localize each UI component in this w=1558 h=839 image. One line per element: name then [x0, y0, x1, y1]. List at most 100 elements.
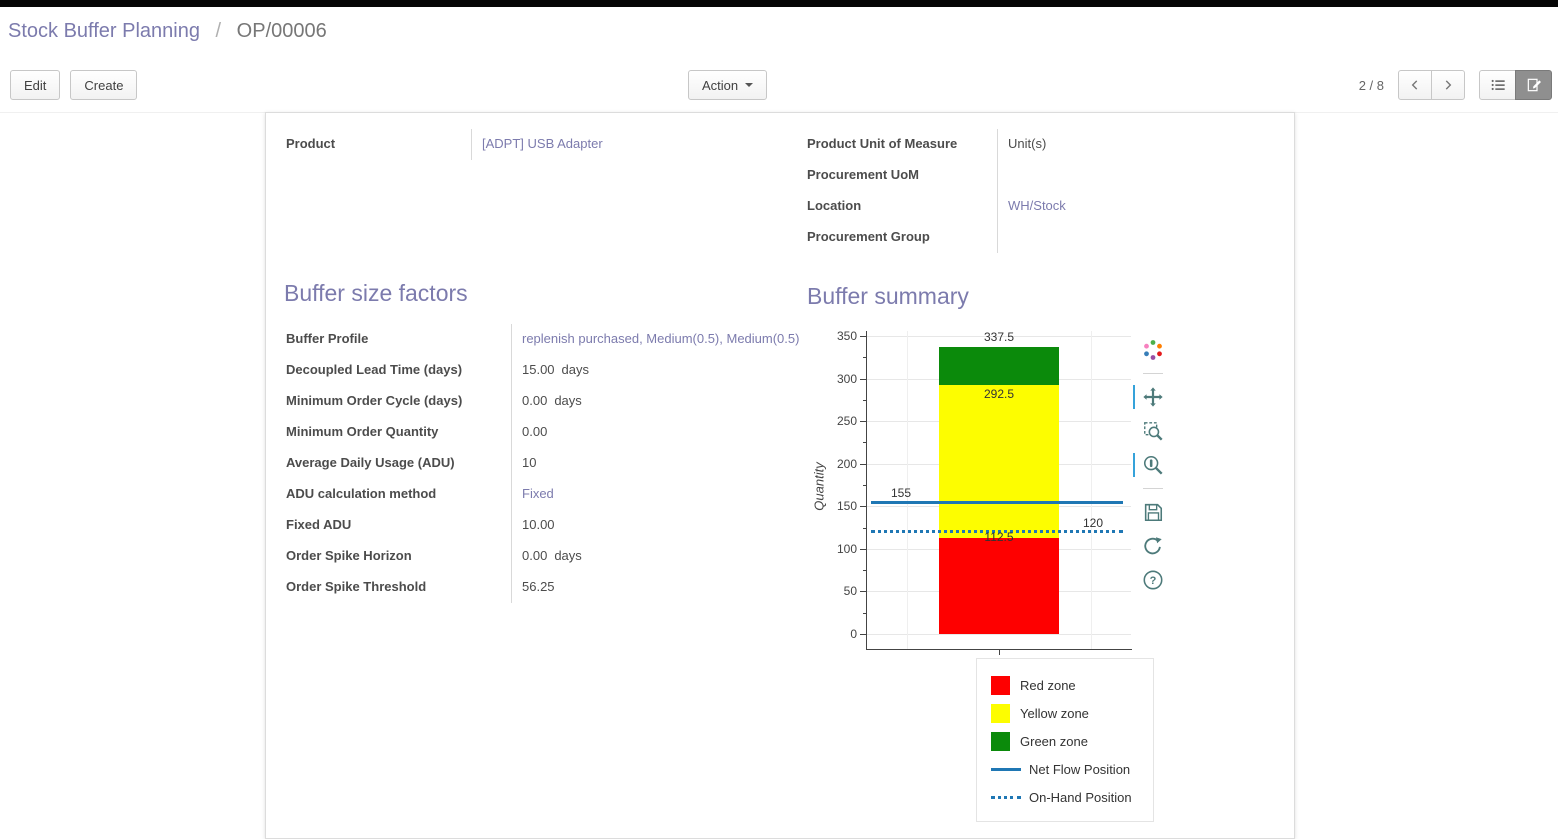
legend-item: Yellow zone: [991, 699, 1153, 727]
chart-y-ticklabel: 100: [836, 541, 857, 556]
pager-next-button[interactable]: [1431, 70, 1465, 100]
legend-item: On-Hand Position: [991, 783, 1153, 811]
bokeh-logo-icon[interactable]: [1139, 336, 1167, 364]
reset-tool-icon[interactable]: [1139, 532, 1167, 560]
legend-swatch-box: [991, 675, 1010, 695]
chevron-left-icon: [1411, 80, 1418, 90]
chart-y-tickmark: [860, 421, 866, 423]
chart-y-minor-tickmark: [863, 442, 866, 444]
field-value: Unit(s): [1008, 136, 1047, 151]
factor-label: Average Daily Usage (ADU): [286, 448, 512, 479]
chart-y-tickmark: [860, 634, 866, 635]
field-group-right: Product Unit of Measure Unit(s) Procuremen…: [807, 129, 1276, 253]
list-view-button[interactable]: [1479, 70, 1516, 100]
buffer-summary-title: Buffer summary: [807, 283, 969, 309]
chart-y-minor-tickmark: [863, 612, 866, 614]
field-group-left: Product [ADPT] USB Adapter: [286, 129, 772, 160]
form-edit-icon: [1527, 78, 1541, 92]
field-value[interactable]: WH/Stock: [1008, 198, 1066, 213]
chart-y-ticklabel: 200: [836, 456, 857, 471]
factor-label: Minimum Order Quantity: [286, 417, 512, 448]
factor-label: ADU calculation method: [286, 479, 512, 510]
field-value-cell: Unit(s): [998, 129, 1276, 160]
pager-previous-button[interactable]: [1398, 70, 1432, 100]
list-icon: [1491, 79, 1505, 91]
on-hand-position-line: [871, 530, 1123, 534]
breadcrumb-separator: /: [215, 20, 222, 42]
factor-value: 10.00: [522, 517, 555, 532]
box-zoom-tool-icon[interactable]: [1139, 417, 1167, 445]
chart-y-tickmark: [860, 591, 866, 593]
factor-label: Fixed ADU: [286, 510, 512, 541]
chart-toolbar: ?: [1133, 336, 1168, 600]
chart-y-tickmark: [860, 378, 866, 380]
chart-annotation: 112.5: [984, 530, 1014, 545]
product-field-label: Product: [286, 129, 472, 160]
breadcrumb: Stock Buffer Planning / OP/00006: [8, 20, 327, 43]
factor-value-cell: 10.00: [512, 510, 812, 541]
factor-value: 56.25: [522, 579, 555, 594]
control-panel: Edit Create Action 2 / 8: [0, 60, 1558, 113]
legend-label: Green zone: [1020, 733, 1088, 749]
chart-y-axis-label: Quantity: [811, 462, 827, 511]
chart-y-ticklabel: 0: [850, 627, 857, 641]
view-switcher: [1479, 70, 1552, 100]
chart-y-minor-tickmark: [863, 357, 866, 359]
factor-value: 10: [522, 455, 537, 470]
factor-value: 0.00: [522, 393, 548, 408]
factor-value-cell: 0.00 days: [512, 386, 812, 417]
chart-y-minor-tickmark: [863, 399, 866, 401]
factor-value[interactable]: replenish purchased, Medium(0.5), Medium…: [522, 331, 800, 346]
factor-label: Buffer Profile: [286, 324, 512, 355]
legend-swatch-box: [991, 703, 1010, 723]
chart-annotation: 120: [1082, 515, 1103, 530]
legend-swatch-box: [991, 731, 1010, 751]
form-view-button[interactable]: [1515, 70, 1552, 100]
chart-x-tick: [999, 650, 1000, 655]
legend-label: On-Hand Position: [1029, 789, 1132, 805]
create-button[interactable]: Create: [70, 70, 138, 100]
chevron-down-icon: [745, 83, 754, 87]
factor-value-suffix: days: [561, 362, 590, 377]
net-flow-position-line: [871, 500, 1123, 504]
wheel-zoom-tool-icon[interactable]: [1133, 451, 1167, 479]
breadcrumb-parent-link[interactable]: Stock Buffer Planning: [8, 20, 200, 42]
factor-value-cell: 0.00: [512, 417, 812, 448]
svg-text:?: ?: [1150, 575, 1157, 587]
zone-green-zone: [939, 346, 1059, 385]
factor-label: Order Spike Threshold: [286, 572, 512, 603]
zone-red-zone: [939, 538, 1059, 634]
breadcrumb-record: OP/00006: [236, 20, 327, 42]
toolbar-divider: [1143, 373, 1163, 374]
field-value-cell: [998, 222, 1276, 253]
form-sheet: Product [ADPT] USB Adapter Product Unit …: [265, 112, 1295, 839]
factor-label: Minimum Order Cycle (days): [286, 386, 512, 417]
chart-y-minor-tickmark: [863, 570, 866, 572]
chart-y-ticklabel: 250: [836, 414, 857, 429]
chart-y-minor-tickmark: [863, 485, 866, 486]
chart-y-tickmark: [860, 463, 866, 465]
zone-yellow-zone: [939, 385, 1059, 539]
factor-value[interactable]: Fixed: [522, 486, 554, 501]
pager-counter: 2 / 8: [1358, 77, 1384, 93]
chevron-right-icon: [1445, 80, 1452, 90]
pan-tool-icon[interactable]: [1133, 383, 1167, 411]
action-dropdown-button[interactable]: Action: [688, 70, 768, 100]
chart-y-minor-tickmark: [863, 527, 866, 529]
save-tool-icon[interactable]: [1139, 498, 1167, 526]
help-tool-icon[interactable]: ?: [1139, 566, 1167, 594]
chart-y-ticklabel: 50: [843, 584, 857, 599]
edit-button[interactable]: Edit: [10, 70, 61, 100]
chart-annotation: 337.5: [983, 329, 1015, 344]
factor-value-suffix: days: [554, 393, 582, 408]
toolbar-divider: [1143, 488, 1163, 489]
field-label: Product Unit of Measure: [807, 129, 998, 160]
legend-label: Yellow zone: [1020, 705, 1089, 721]
control-panel-left: Edit Create: [10, 70, 138, 100]
buffer-chart: Quantity 0 50 100 150 200 250 300 350 337.5 292.5…: [811, 329, 1156, 671]
product-field-value[interactable]: [ADPT] USB Adapter: [482, 136, 603, 151]
chart-y-tickmark: [860, 548, 866, 550]
chart-annotation: 292.5: [983, 387, 1015, 401]
factor-value: 15.00: [522, 362, 555, 377]
